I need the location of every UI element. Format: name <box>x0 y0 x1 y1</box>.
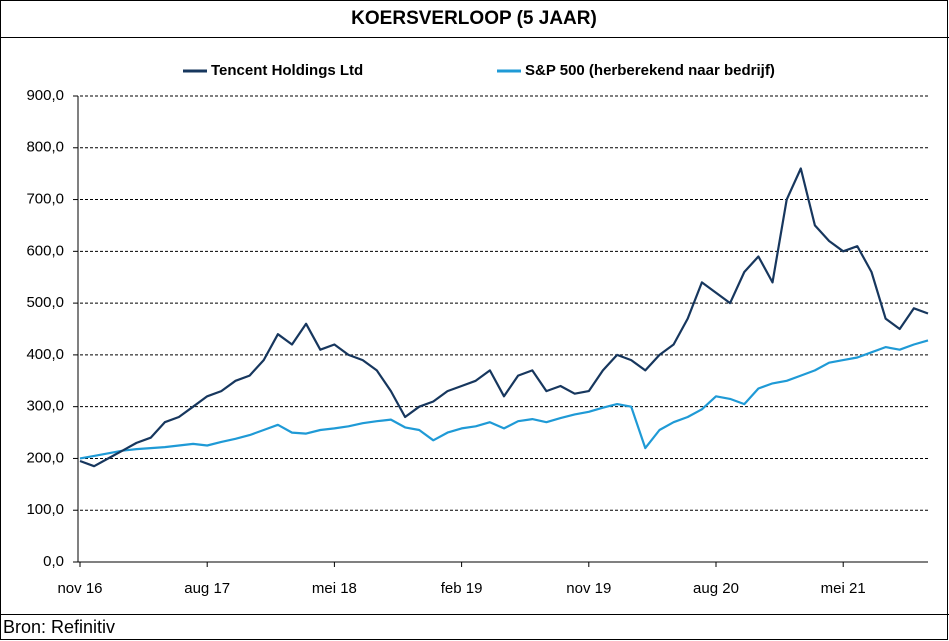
y-tick-label: 800,0 <box>26 139 64 156</box>
y-tick-label: 300,0 <box>26 398 64 415</box>
x-tick-label: mei 21 <box>821 580 866 597</box>
y-tick-label: 200,0 <box>26 449 64 466</box>
series-line <box>79 339 929 460</box>
x-tick-label: aug 17 <box>184 580 230 597</box>
x-tick-label: feb 19 <box>441 580 483 597</box>
y-tick-label: 600,0 <box>26 242 64 259</box>
x-tick-label: aug 20 <box>693 580 739 597</box>
chart-title: KOERSVERLOOP (5 JAAR) <box>351 8 597 29</box>
y-tick-label: 700,0 <box>26 191 64 208</box>
series-line <box>79 167 929 468</box>
x-tick-label: mei 18 <box>312 580 357 597</box>
legend-label: S&P 500 (herberekend naar bedrijf) <box>525 62 775 79</box>
y-tick-label: 400,0 <box>26 346 64 363</box>
y-tick-label: 900,0 <box>26 87 64 104</box>
y-tick-label: 0,0 <box>43 553 64 570</box>
y-tick-label: 500,0 <box>26 294 64 311</box>
legend-label: Tencent Holdings Ltd <box>211 62 363 79</box>
source: Bron: Refinitiv <box>3 617 115 637</box>
x-tick-label: nov 16 <box>57 580 102 597</box>
y-tick-label: 100,0 <box>26 501 64 518</box>
x-tick-label: nov 19 <box>566 580 611 597</box>
